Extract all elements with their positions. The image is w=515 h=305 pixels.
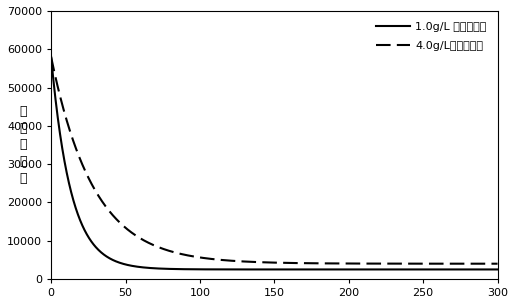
- 4.0g/L氯化钓溶液: [396, 262, 402, 265]
- 1.0g/L 氯化钓溶液: [48, 55, 54, 59]
- 4.0g/L氯化钓溶液: [494, 262, 501, 266]
- 1.0g/L 氯化钓溶液: [396, 267, 402, 271]
- Line: 4.0g/L氯化钓溶液: 4.0g/L氯化钓溶液: [51, 57, 497, 264]
- Legend: 1.0g/L 氯化钓溶液, 4.0g/L氯化钓溶液: 1.0g/L 氯化钓溶液, 4.0g/L氯化钓溶液: [371, 16, 492, 56]
- 4.0g/L氯化钓溶液: [404, 262, 410, 265]
- Text: 光: 光: [19, 138, 26, 152]
- 1.0g/L 氯化钓溶液: [229, 267, 235, 271]
- Text: 散: 散: [19, 105, 26, 118]
- Text: 强: 强: [19, 155, 26, 168]
- 1.0g/L 氯化钓溶液: [494, 267, 501, 271]
- 4.0g/L氯化钓溶液: [245, 260, 251, 264]
- 1.0g/L 氯化钓溶液: [245, 267, 251, 271]
- 1.0g/L 氯化钓溶液: [404, 267, 410, 271]
- Text: 度: 度: [19, 172, 26, 185]
- 4.0g/L氯化钓溶液: [355, 262, 361, 265]
- 4.0g/L氯化钓溶液: [48, 55, 54, 59]
- 1.0g/L 氯化钓溶液: [94, 246, 100, 250]
- 4.0g/L氯化钓溶液: [94, 191, 100, 195]
- 1.0g/L 氯化钓溶液: [355, 267, 361, 271]
- Line: 1.0g/L 氯化钓溶液: 1.0g/L 氯化钓溶液: [51, 57, 497, 269]
- 4.0g/L氯化钓溶液: [229, 259, 235, 263]
- Text: 350: 350: [514, 283, 515, 293]
- Text: 射: 射: [19, 122, 26, 135]
